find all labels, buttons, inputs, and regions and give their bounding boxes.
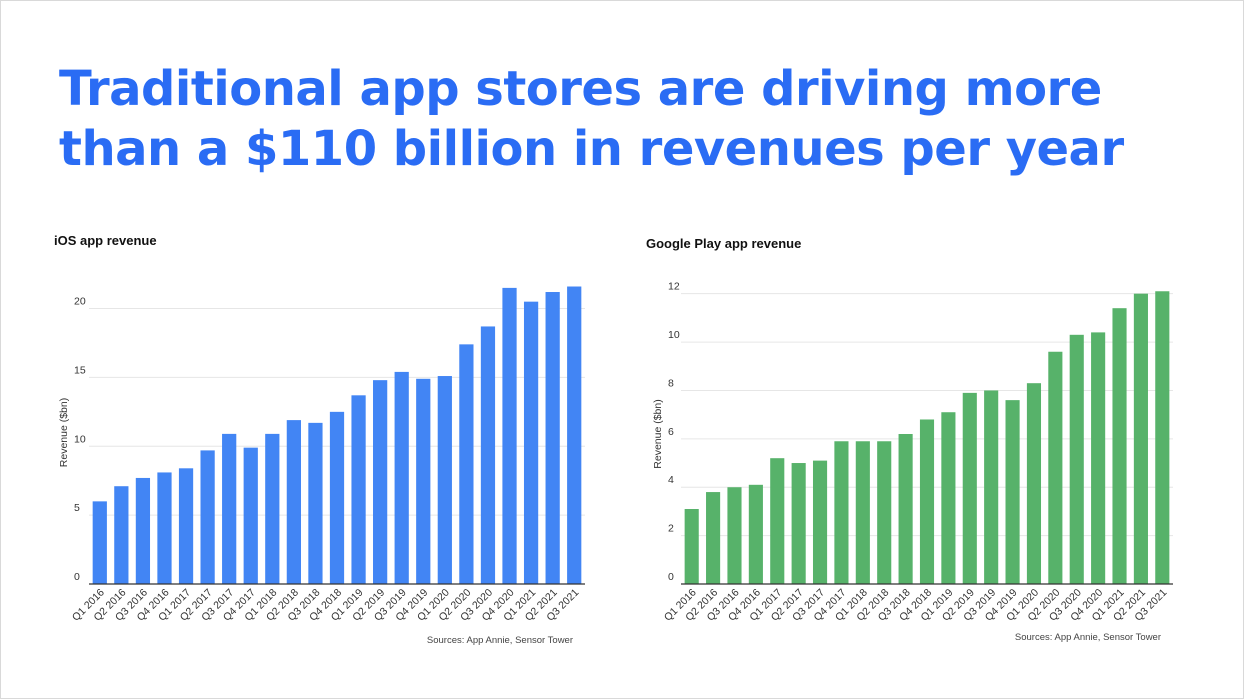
bar-q2-2020 (459, 344, 474, 584)
y-tick-label: 8 (668, 377, 674, 389)
bar-q4-2017 (834, 441, 849, 584)
bar-q3-2018 (308, 422, 323, 584)
y-tick-label: 12 (668, 281, 680, 293)
bar-q1-2021 (1112, 308, 1127, 584)
bar-q4-2016 (157, 472, 172, 584)
bar-q3-2021 (1155, 291, 1170, 584)
bar-q2-2019 (962, 392, 977, 584)
y-tick-label: 5 (74, 502, 80, 514)
bar-q1-2017 (178, 468, 194, 584)
bar-q3-2017 (222, 433, 237, 584)
y-tick-label: 10 (668, 329, 680, 341)
y-tick-label: 4 (668, 474, 674, 486)
bar-q3-2021 (567, 286, 582, 584)
bar-q1-2018 (265, 433, 280, 584)
bar-q4-2016 (748, 484, 763, 584)
bar-q1-2019 (941, 412, 956, 584)
y-tick-label: 6 (668, 426, 674, 438)
y-tick-label: 15 (74, 364, 86, 376)
bar-q1-2021 (523, 301, 539, 584)
bar-q2-2016 (114, 486, 129, 584)
y-tick-label: 20 (74, 296, 86, 308)
bar-q2-2020 (1048, 351, 1063, 584)
bar-q2-2018 (286, 420, 301, 584)
bar-q4-2018 (329, 411, 345, 584)
bar-q1-2016 (684, 509, 699, 584)
bar-q3-2019 (984, 390, 999, 584)
y-axis-label: Revenue ($bn) (58, 398, 70, 467)
bar-q3-2016 (135, 477, 151, 584)
chart-source: Sources: App Annie, Sensor Tower (427, 635, 573, 646)
bar-q2-2017 (200, 450, 215, 584)
bar-q4-2019 (1005, 400, 1020, 584)
bar-q1-2020 (437, 376, 452, 584)
bar-q3-2016 (727, 487, 742, 584)
bar-q2-2021 (545, 292, 560, 584)
bar-q4-2020 (1091, 332, 1106, 584)
y-axis-label: Revenue ($bn) (652, 399, 664, 468)
ios-chart-title: iOS app revenue (54, 233, 157, 248)
y-tick-label: 0 (668, 571, 674, 583)
headline-line-1: Traditional app stores are driving more (59, 61, 1102, 117)
bar-q4-2017 (243, 447, 258, 584)
bar-q2-2019 (373, 380, 388, 584)
google-play-chart-title: Google Play app revenue (646, 236, 802, 251)
bar-q3-2018 (898, 434, 913, 584)
bar-q3-2017 (812, 460, 828, 584)
bar-q2-2016 (706, 492, 721, 584)
bar-q2-2017 (791, 463, 806, 584)
slide-headline: Traditional app stores are driving more … (59, 59, 1209, 179)
bar-q2-2018 (877, 441, 892, 584)
bar-q2-2021 (1133, 293, 1148, 584)
bar-q3-2020 (1069, 334, 1084, 584)
bar-q3-2019 (394, 371, 409, 584)
bar-q1-2016 (92, 501, 107, 584)
headline-line-2: than a $110 billion in revenues per year (59, 121, 1124, 177)
bar-q4-2020 (502, 287, 517, 584)
bar-q4-2018 (919, 419, 935, 584)
chart-source: Sources: App Annie, Sensor Tower (1015, 632, 1161, 643)
bar-q3-2020 (480, 326, 496, 584)
y-tick-label: 2 (668, 523, 674, 535)
bar-q1-2019 (351, 395, 366, 584)
y-tick-label: 10 (74, 433, 86, 445)
bar-q1-2018 (855, 441, 870, 584)
bar-q1-2020 (1026, 383, 1042, 584)
bar-q4-2019 (416, 378, 431, 584)
bar-q1-2017 (770, 458, 785, 584)
y-tick-label: 0 (74, 571, 80, 583)
